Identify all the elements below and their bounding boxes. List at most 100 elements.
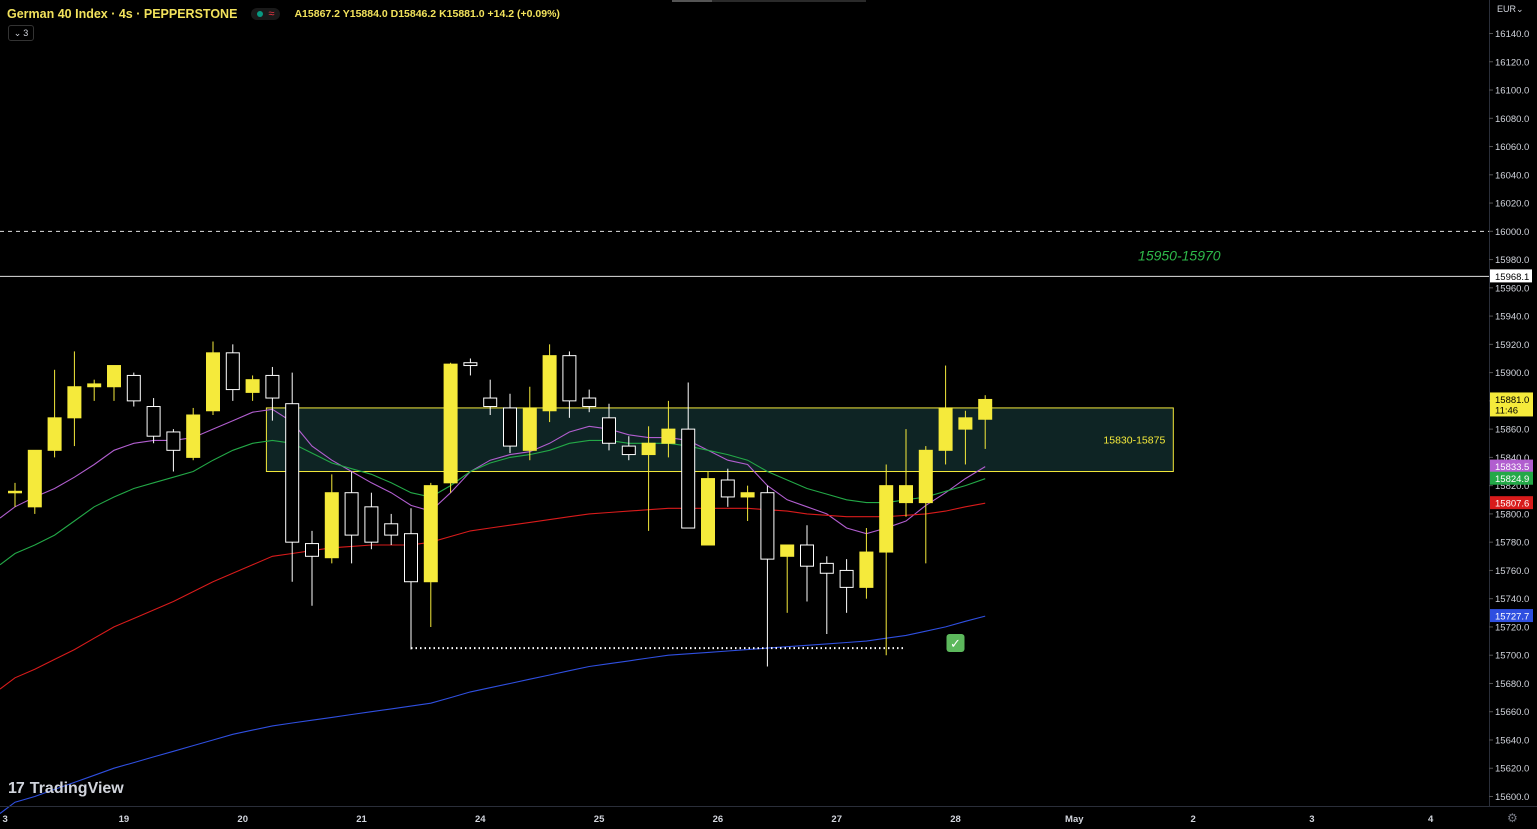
candle-body[interactable] bbox=[483, 397, 498, 408]
candle-body[interactable] bbox=[305, 543, 319, 557]
candle-body[interactable] bbox=[899, 485, 913, 504]
ma-blue-line[interactable] bbox=[0, 615, 986, 814]
price-axis-label: 16000.0 bbox=[1495, 227, 1529, 238]
price-axis-label: 16020.0 bbox=[1495, 199, 1529, 210]
candle-body[interactable] bbox=[225, 352, 240, 391]
top-scroll-thumb[interactable] bbox=[672, 0, 712, 2]
price-axis-label: 16140.0 bbox=[1495, 29, 1529, 40]
candle-body[interactable] bbox=[87, 383, 102, 388]
resistance-price-text: 15968.1 bbox=[1495, 272, 1529, 283]
candle-body[interactable] bbox=[819, 562, 834, 574]
candle-body[interactable] bbox=[780, 544, 795, 557]
price-axis-label: 15680.0 bbox=[1495, 679, 1529, 690]
candle-body[interactable] bbox=[641, 442, 656, 456]
price-axis-label: 15640.0 bbox=[1495, 735, 1529, 746]
price-tag-ma_blue[interactable] bbox=[1490, 609, 1533, 623]
candle-body[interactable] bbox=[562, 355, 577, 402]
symbol-title[interactable]: German 40 Index · 4s · PEPPERSTONE bbox=[7, 7, 238, 21]
price-axis-label: 15920.0 bbox=[1495, 340, 1529, 351]
candle-body[interactable] bbox=[800, 544, 814, 567]
candle-body[interactable] bbox=[522, 407, 537, 451]
settings-gear-icon[interactable]: ⚙ bbox=[1507, 811, 1518, 825]
zone-label: 15830-15875 bbox=[1103, 435, 1165, 447]
price-axis-label: 15860.0 bbox=[1495, 425, 1529, 436]
tradingview-logo[interactable]: 17 TradingView bbox=[8, 780, 124, 798]
market-status[interactable]: ≈ bbox=[251, 8, 281, 20]
ma-purple-line[interactable] bbox=[0, 408, 986, 535]
resistance-price-tag[interactable] bbox=[1490, 269, 1532, 283]
target-zone-label: 15950-15970 bbox=[1138, 248, 1221, 264]
candle-body[interactable] bbox=[582, 397, 597, 408]
candle-body[interactable] bbox=[265, 374, 280, 399]
ma-green-line[interactable] bbox=[0, 439, 986, 566]
time-axis-label: 2 bbox=[1190, 814, 1195, 825]
candle-body[interactable] bbox=[423, 485, 438, 583]
price-tag-ma_purple[interactable] bbox=[1490, 459, 1533, 473]
price-axis-label: 15820.0 bbox=[1495, 481, 1529, 492]
candle-body[interactable] bbox=[839, 569, 854, 588]
time-axis-label: 26 bbox=[713, 814, 724, 825]
ohlc-readout: A15867.2 Y15884.0 D15846.2 K15881.0 +14.… bbox=[294, 8, 560, 20]
candle-body[interactable] bbox=[740, 492, 755, 498]
candle-body[interactable] bbox=[166, 431, 181, 451]
price-tag-ma_red[interactable] bbox=[1490, 496, 1533, 510]
candle-body[interactable] bbox=[602, 417, 616, 444]
candle-body[interactable] bbox=[8, 490, 22, 494]
time-axis-label: May bbox=[1065, 814, 1084, 825]
price-tag-text: 15727.7 bbox=[1495, 612, 1529, 623]
candle-body[interactable] bbox=[661, 428, 676, 444]
candle-body[interactable] bbox=[186, 414, 201, 458]
candle-body[interactable] bbox=[285, 403, 300, 543]
candle-body[interactable] bbox=[404, 533, 418, 583]
candle-body[interactable] bbox=[958, 417, 973, 430]
chevron-down-icon: ⌄ bbox=[1516, 4, 1524, 14]
price-tag-text: 15807.6 bbox=[1495, 499, 1529, 510]
candle-body[interactable] bbox=[760, 492, 775, 560]
candle-body[interactable] bbox=[67, 386, 82, 419]
candle-body[interactable] bbox=[324, 492, 339, 559]
candle-body[interactable] bbox=[918, 449, 933, 504]
time-axis-label: 3 bbox=[1309, 814, 1314, 825]
candle-body[interactable] bbox=[503, 407, 517, 447]
indicators-toggle[interactable]: ⌄ 3 bbox=[8, 25, 34, 41]
price-axis-label: 15740.0 bbox=[1495, 594, 1529, 605]
time-axis-label: 28 bbox=[950, 814, 961, 825]
candle-body[interactable] bbox=[344, 492, 359, 536]
price-axis-label: 15980.0 bbox=[1495, 255, 1529, 266]
price-axis-label: 15780.0 bbox=[1495, 538, 1529, 549]
support-zone-rect[interactable] bbox=[265, 407, 1174, 473]
candle-body[interactable] bbox=[621, 445, 636, 456]
candle-body[interactable] bbox=[720, 479, 735, 498]
candle-body[interactable] bbox=[681, 428, 696, 529]
check-mark-icon bbox=[946, 633, 965, 652]
candle-body[interactable] bbox=[27, 449, 42, 508]
candle-body[interactable] bbox=[443, 363, 458, 484]
currency-selector[interactable]: EUR⌄ bbox=[1497, 4, 1524, 15]
tradingview-wordmark: TradingView bbox=[29, 780, 124, 797]
candle-body[interactable] bbox=[879, 485, 894, 553]
candle-body[interactable] bbox=[126, 374, 141, 402]
candle-body[interactable] bbox=[978, 398, 993, 420]
candle-body[interactable] bbox=[245, 379, 260, 393]
top-scroll-track[interactable] bbox=[672, 0, 866, 2]
price-tag-text: 15881.0 bbox=[1495, 395, 1529, 406]
market-open-dot-icon bbox=[257, 11, 264, 17]
candle-body[interactable] bbox=[146, 406, 161, 437]
price-axis-label: 15840.0 bbox=[1495, 453, 1529, 464]
candle-body[interactable] bbox=[859, 551, 874, 588]
candle-body[interactable] bbox=[542, 355, 557, 412]
price-tag-bull[interactable] bbox=[1490, 392, 1533, 417]
price-tag-text: 15833.5 bbox=[1495, 462, 1529, 473]
candle-body[interactable] bbox=[364, 506, 379, 543]
candle-body[interactable] bbox=[206, 352, 220, 412]
price-tag-ma_green[interactable] bbox=[1490, 471, 1533, 485]
ma-red-line[interactable] bbox=[0, 502, 986, 690]
candle-body[interactable] bbox=[47, 417, 62, 451]
candle-body[interactable] bbox=[384, 523, 399, 536]
price-axis-label: 15960.0 bbox=[1495, 283, 1529, 294]
candle-body[interactable] bbox=[701, 478, 715, 546]
candle-body[interactable] bbox=[107, 365, 121, 388]
candle-body[interactable] bbox=[463, 362, 478, 367]
candle-body[interactable] bbox=[938, 407, 953, 451]
